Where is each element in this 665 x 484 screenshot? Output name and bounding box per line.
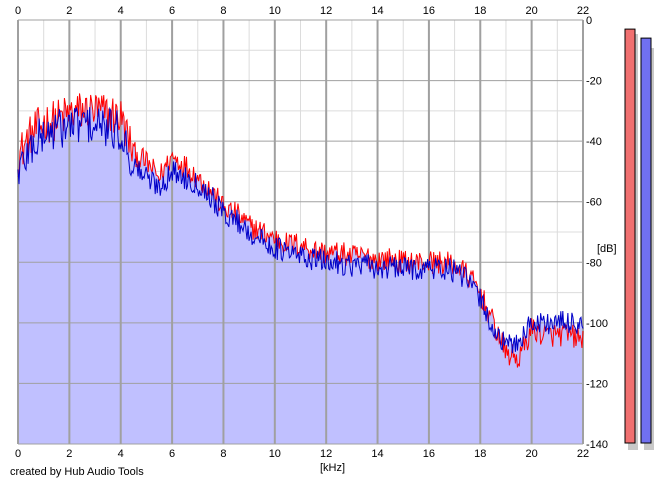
x-tick-label-bottom: 6 bbox=[169, 448, 175, 460]
x-tick-label-bottom: 18 bbox=[474, 448, 486, 460]
x-tick-label-top: 18 bbox=[474, 5, 486, 17]
right-y-axis: 0 -20 -40 -60 -80 -100 -120 -140 bbox=[586, 15, 608, 451]
y-tick-label: -100 bbox=[586, 318, 608, 330]
y-tick-label: -40 bbox=[586, 136, 602, 148]
y-tick-label: -80 bbox=[586, 257, 602, 269]
x-tick-label-top: 10 bbox=[269, 5, 281, 17]
x-tick-label-top: 0 bbox=[15, 5, 21, 17]
meter-right-bar bbox=[640, 37, 652, 444]
series-line-red bbox=[17, 93, 584, 368]
x-tick-label-top: 4 bbox=[118, 5, 124, 17]
y-tick-label: -20 bbox=[586, 76, 602, 88]
x-tick-label-bottom: 12 bbox=[320, 448, 332, 460]
y-tick-label: -60 bbox=[586, 197, 602, 209]
x-tick-label-top: 14 bbox=[371, 5, 383, 17]
x-tick-label-bottom: 20 bbox=[526, 448, 538, 460]
x-tick-label-top: 16 bbox=[423, 5, 435, 17]
x-tick-label-bottom: 2 bbox=[66, 448, 72, 460]
x-tick-label-top: 8 bbox=[220, 5, 226, 17]
x-tick-label-bottom: 8 bbox=[220, 448, 226, 460]
x-tick-label-bottom: 4 bbox=[118, 448, 124, 460]
x-tick-label-bottom: 0 bbox=[15, 448, 21, 460]
top-x-axis: 0 2 4 6 8 10 12 14 16 18 20 22 bbox=[15, 5, 589, 17]
series-layer bbox=[17, 93, 584, 368]
y-axis-unit-label: [dB] bbox=[597, 243, 617, 255]
x-tick-label-bottom: 14 bbox=[371, 448, 383, 460]
x-tick-label-bottom: 16 bbox=[423, 448, 435, 460]
x-tick-label-top: 20 bbox=[526, 5, 538, 17]
x-tick-label-top: 2 bbox=[66, 5, 72, 17]
y-tick-label: -120 bbox=[586, 378, 608, 390]
footer-credit: created by Hub Audio Tools bbox=[10, 466, 144, 478]
bottom-x-axis: 0 2 4 6 8 10 12 14 16 18 20 22 bbox=[15, 448, 589, 460]
series-line-blue bbox=[17, 106, 584, 354]
y-tick-label: 0 bbox=[586, 15, 592, 27]
level-meters bbox=[624, 28, 654, 450]
meter-left-bar bbox=[624, 28, 636, 444]
y-tick-label: -140 bbox=[586, 439, 608, 451]
major-grid bbox=[17, 19, 584, 445]
x-tick-label-top: 22 bbox=[577, 5, 589, 17]
x-axis-unit-label: [kHz] bbox=[320, 462, 345, 474]
x-tick-label-bottom: 10 bbox=[269, 448, 281, 460]
x-tick-label-bottom: 22 bbox=[577, 448, 589, 460]
x-tick-label-top: 6 bbox=[169, 5, 175, 17]
x-tick-label-top: 12 bbox=[320, 5, 332, 17]
